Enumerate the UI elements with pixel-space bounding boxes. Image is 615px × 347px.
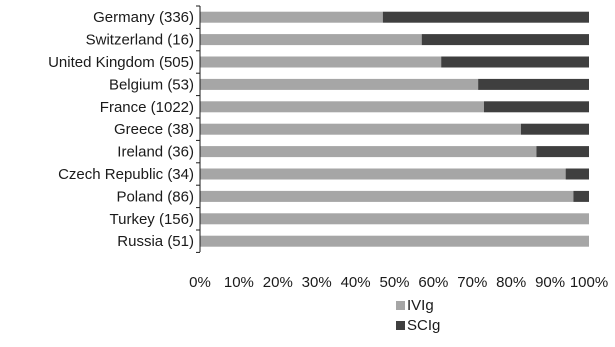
bar-ivig-7 (200, 168, 566, 180)
category-label: Czech Republic (34) (58, 166, 194, 183)
axes-layer (196, 5, 201, 253)
x-tick-label: 0% (189, 274, 211, 291)
labels-layer: Germany (336) Switzerland (16) United King… (48, 9, 608, 291)
x-tick-label: 70% (457, 274, 487, 291)
bar-scig-0 (382, 11, 589, 23)
x-tick-label: 50% (379, 274, 409, 291)
bar-scig-6 (536, 146, 589, 158)
x-tick-label: 40% (341, 274, 371, 291)
legend-swatch-ivig (396, 301, 405, 310)
category-label: Belgium (53) (109, 76, 194, 93)
legend-label-ivig: IVIg (407, 297, 434, 314)
x-tick-label: 30% (302, 274, 332, 291)
bar-scig-1 (421, 34, 589, 46)
x-tick-label: 80% (496, 274, 526, 291)
bars-layer (200, 11, 589, 247)
category-label: Ireland (36) (117, 144, 194, 161)
bar-ivig-3 (200, 78, 479, 90)
x-tick-label: 60% (418, 274, 448, 291)
bar-ivig-0 (200, 11, 383, 23)
bar-ivig-6 (200, 146, 537, 158)
category-label: France (1022) (100, 99, 194, 116)
category-label: Switzerland (16) (86, 32, 194, 49)
bar-ivig-9 (200, 213, 589, 225)
bar-ivig-1 (200, 34, 422, 46)
x-tick-label: 10% (224, 274, 254, 291)
x-tick-label: 90% (535, 274, 565, 291)
bar-ivig-8 (200, 190, 574, 202)
legend-label-scig: SCIg (407, 317, 440, 334)
bar-ivig-5 (200, 123, 521, 135)
x-tick-label: 20% (263, 274, 293, 291)
category-label: Germany (336) (93, 9, 194, 26)
bar-ivig-2 (200, 56, 442, 68)
bar-ivig-4 (200, 101, 484, 113)
bar-scig-2 (441, 56, 589, 68)
category-label: Russia (51) (117, 233, 194, 250)
bar-scig-4 (483, 101, 589, 113)
legend: IVIg SCIg (396, 297, 440, 334)
bar-scig-7 (565, 168, 589, 180)
legend-swatch-scig (396, 321, 405, 330)
bar-scig-8 (573, 190, 589, 202)
category-label: United Kingdom (505) (48, 54, 194, 71)
category-label: Poland (86) (116, 188, 194, 205)
bar-ivig-10 (200, 235, 589, 247)
x-tick-label: 100% (570, 274, 608, 291)
bar-scig-5 (520, 123, 589, 135)
category-label: Greece (38) (114, 121, 194, 138)
category-label: Turkey (156) (110, 211, 194, 228)
bar-scig-3 (478, 78, 589, 90)
